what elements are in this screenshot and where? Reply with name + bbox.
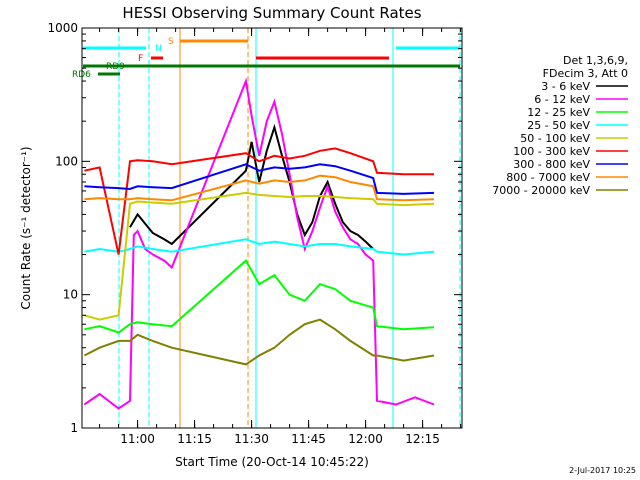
x-tick-label-0: 11:00 — [120, 432, 155, 446]
series-line-7 — [84, 174, 435, 202]
y-tick-label-0: 1 — [70, 421, 78, 435]
plot-frame — [81, 27, 463, 429]
x-tick-label-4: 12:00 — [348, 432, 383, 446]
flag-label-f: F — [138, 54, 143, 64]
x-tick-label-2: 11:30 — [234, 432, 269, 446]
legend-header-detectors: Det 1,3,6,9, — [563, 54, 628, 67]
legend-label-2: 12 - 25 keV — [527, 106, 590, 119]
flag-label-rd9: RD9 — [106, 62, 125, 72]
series-line-6 — [84, 163, 435, 195]
y-axis-label: Count Rate (s⁻¹ detector⁻¹) — [19, 146, 33, 309]
series-line-4 — [84, 191, 435, 321]
legend-header-attenuator: FDecim 3, Att 0 — [543, 67, 628, 80]
chart-title: HESSI Observing Summary Count Rates — [122, 4, 421, 22]
legend-label-8: 7000 - 20000 keV — [492, 184, 590, 197]
x-tick-label-3: 11:45 — [291, 432, 326, 446]
series-line-1 — [83, 77, 435, 410]
legend-label-4: 50 - 100 keV — [520, 132, 590, 145]
legend-label-3: 25 - 50 keV — [527, 119, 590, 132]
legend-label-6: 300 - 800 keV — [513, 158, 590, 171]
flag-label-n: N — [155, 44, 162, 54]
footer-date: 2-Jul-2017 10:25 — [569, 466, 636, 475]
legend-label-1: 6 - 12 keV — [534, 93, 590, 106]
y-tick-label-3: 1000 — [47, 21, 78, 35]
series-line-3 — [84, 238, 435, 256]
series-line-2 — [84, 259, 435, 334]
flag-label-s: S — [168, 37, 174, 47]
legend-label-0: 3 - 6 keV — [541, 80, 590, 93]
x-axis-label: Start Time (20-Oct-14 10:45:22) — [175, 455, 369, 469]
series-line-8 — [83, 318, 435, 366]
y-tick-label-1: 10 — [63, 288, 78, 302]
data-layer — [83, 28, 461, 428]
legend: Det 1,3,6,9, FDecim 3, Att 0 3 - 6 keV6 … — [492, 54, 628, 197]
x-tick-label-1: 11:15 — [177, 432, 212, 446]
x-tick-label-5: 12:15 — [405, 432, 440, 446]
y-tick-label-2: 100 — [55, 154, 78, 168]
axes-layer: 11:00 11:15 11:30 11:45 12:00 12:15 1 10 100 1000 — [47, 21, 462, 446]
legend-label-7: 800 - 7000 keV — [506, 171, 590, 184]
legend-label-5: 100 - 300 keV — [513, 145, 590, 158]
series-line-5 — [84, 147, 434, 255]
